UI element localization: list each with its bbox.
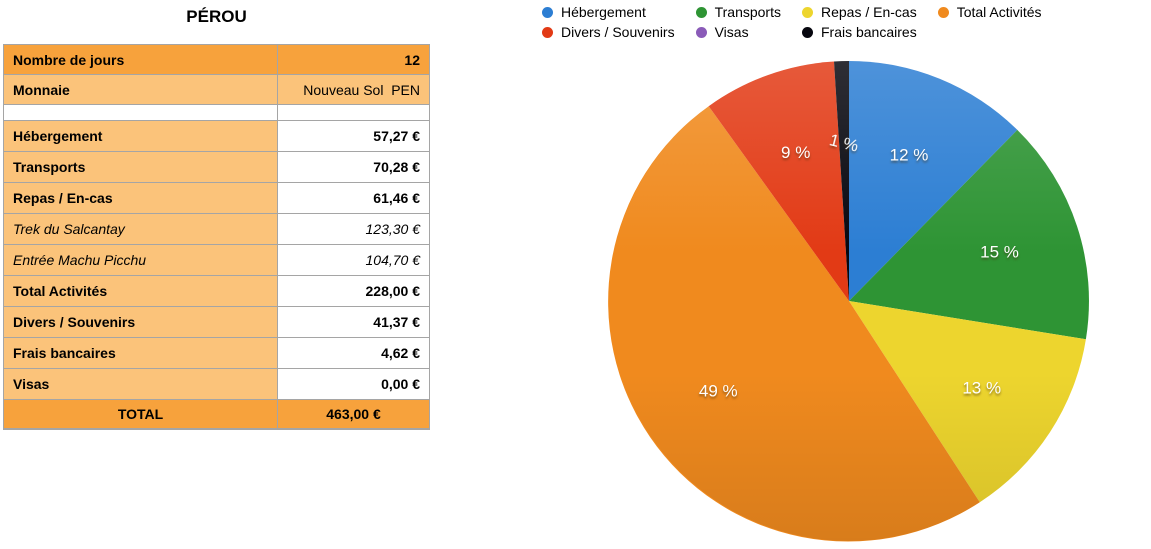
table-row-entree-machu-picchu: Entrée Machu Picchu 104,70 € <box>3 244 430 276</box>
legend-dot-icon <box>801 7 813 18</box>
table-row-spacer <box>3 104 430 121</box>
cell-label-trek-du-salcantay[interactable]: Trek du Salcantay <box>3 213 278 245</box>
cell-value-hebergement[interactable]: 57,27 € <box>277 120 430 152</box>
legend-item-hebergement[interactable]: Hébergement <box>542 5 675 20</box>
page-title: PÉROU <box>186 7 247 26</box>
cell-label-repas-en-cas[interactable]: Repas / En-cas <box>3 182 278 214</box>
legend-label: Divers / Souvenirs <box>561 24 675 40</box>
cell-value-nombre-de-jours[interactable]: 12 <box>277 44 430 75</box>
cell-value-entree-machu-picchu[interactable]: 104,70 € <box>277 244 430 276</box>
legend-dot-icon <box>542 27 553 38</box>
cell-value-frais-bancaires[interactable]: 4,62 € <box>277 337 430 369</box>
legend-label: Hébergement <box>561 4 646 20</box>
legend-column: Hébergement Divers / Souvenirs <box>542 5 675 40</box>
legend-item-total-activites[interactable]: Total Activités <box>937 4 1042 20</box>
table-row-nombre-de-jours: Nombre de jours 12 <box>3 44 430 75</box>
legend-item-frais-bancaires[interactable]: Frais bancaires <box>801 24 917 40</box>
cell-label-frais-bancaires[interactable]: Frais bancaires <box>3 337 278 369</box>
pie-label-hebergement: 12 % <box>890 145 929 164</box>
pie-sheen-overlay <box>609 61 1089 541</box>
cell-value-divers-souvenirs[interactable]: 41,37 € <box>277 306 430 338</box>
cell-label-visas[interactable]: Visas <box>3 368 278 400</box>
cell-label-total[interactable]: TOTAL <box>3 399 278 430</box>
legend-item-divers-souvenirs[interactable]: Divers / Souvenirs <box>542 25 675 40</box>
legend-column: Repas / En-cas Frais bancaires <box>801 4 917 40</box>
table-row-visas: Visas 0,00 € <box>3 368 430 400</box>
legend-label: Repas / En-cas <box>820 4 917 20</box>
legend-item-visas[interactable]: Visas <box>695 24 781 40</box>
legend-label: Transports <box>714 4 781 20</box>
table-row-repas-en-cas: Repas / En-cas 61,46 € <box>3 182 430 214</box>
table-row-transports: Transports 70,28 € <box>3 151 430 183</box>
legend-dot-icon <box>695 7 707 18</box>
cell-value-total[interactable]: 463,00 € <box>277 399 430 430</box>
table-row-frais-bancaires: Frais bancaires 4,62 € <box>3 337 430 369</box>
cell-label-divers-souvenirs[interactable]: Divers / Souvenirs <box>3 306 278 338</box>
pie-label-transports: 15 % <box>980 243 1019 262</box>
legend-dot-icon <box>542 7 553 18</box>
cell-label-monnaie[interactable]: Monnaie <box>3 74 278 105</box>
legend-item-transports[interactable]: Transports <box>695 4 781 20</box>
legend-item-repas-en-cas[interactable]: Repas / En-cas <box>801 4 917 20</box>
table-row-trek-du-salcantay: Trek du Salcantay 123,30 € <box>3 213 430 245</box>
cell-label-entree-machu-picchu[interactable]: Entrée Machu Picchu <box>3 244 278 276</box>
cell-label-hebergement[interactable]: Hébergement <box>3 120 278 152</box>
legend-label: Frais bancaires <box>820 24 917 40</box>
legend-column: Total Activités <box>937 4 1042 40</box>
cell-value-repas-en-cas[interactable]: 61,46 € <box>277 182 430 214</box>
table-row-hebergement: Hébergement 57,27 € <box>3 120 430 152</box>
cell-value-monnaie[interactable]: Nouveau Sol PEN <box>277 74 430 105</box>
cell-label-total-activites[interactable]: Total Activités <box>3 275 278 307</box>
cell-value-transports[interactable]: 70,28 € <box>277 151 430 183</box>
table-row-divers-souvenirs: Divers / Souvenirs 41,37 € <box>3 306 430 338</box>
legend-label: Visas <box>714 24 749 40</box>
cell-value-total-activites[interactable]: 228,00 € <box>277 275 430 307</box>
legend-dot-icon <box>695 27 707 38</box>
cell-value-visas[interactable]: 0,00 € <box>277 368 430 400</box>
legend-column: Transports Visas <box>695 4 781 40</box>
legend-dot-icon <box>937 7 949 18</box>
chart-legend: Hébergement Divers / Souvenirs Transports V… <box>542 5 1042 40</box>
cell-value-trek-du-salcantay[interactable]: 123,30 € <box>277 213 430 245</box>
table-row-monnaie: Monnaie Nouveau Sol PEN <box>3 74 430 105</box>
pie-label-repas-en-cas: 13 % <box>962 378 1001 397</box>
pie-label-total-activites: 49 % <box>699 381 738 400</box>
table-row-total-activites: Total Activités 228,00 € <box>3 275 430 307</box>
table-row-total: TOTAL 463,00 € <box>3 399 430 430</box>
pie-label-divers-souvenirs: 9 % <box>781 143 810 162</box>
legend-label: Total Activités <box>956 4 1042 20</box>
budget-table: Nombre de jours 12 Monnaie Nouveau Sol PEN H… <box>3 44 430 430</box>
legend-dot-icon <box>801 27 813 38</box>
